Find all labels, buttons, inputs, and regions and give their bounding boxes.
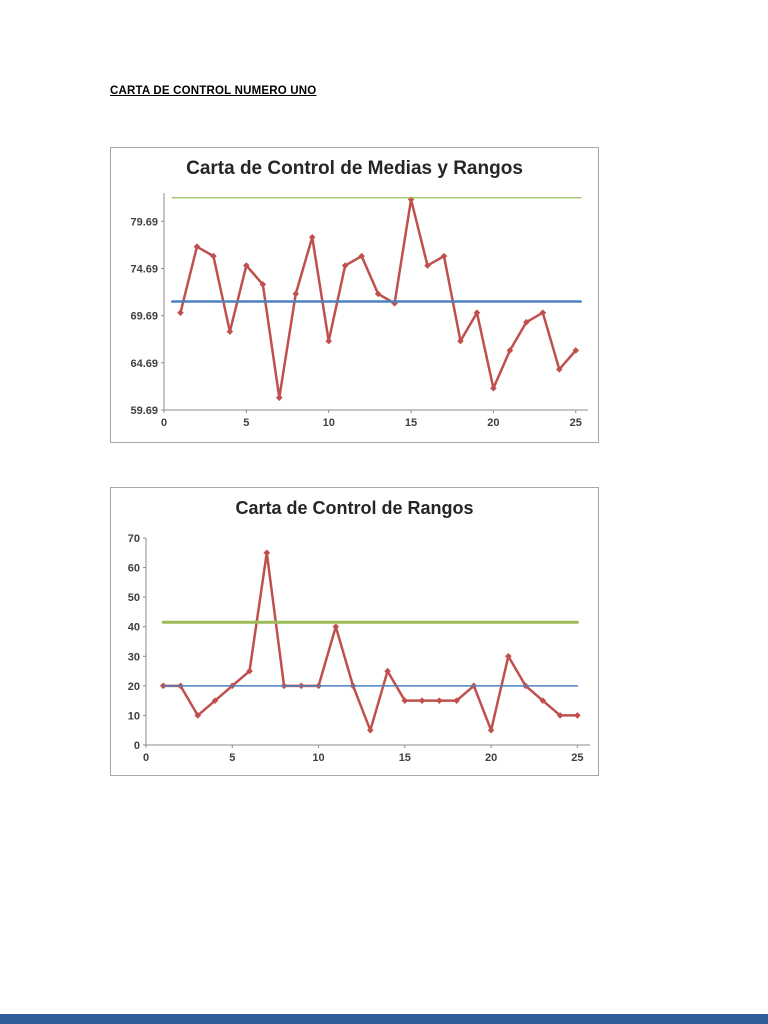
svg-text:10: 10: [312, 752, 324, 764]
svg-text:79.69: 79.69: [130, 216, 158, 228]
svg-text:0: 0: [161, 417, 167, 429]
svg-text:70: 70: [128, 533, 140, 545]
svg-text:60: 60: [128, 563, 140, 575]
svg-text:64.69: 64.69: [130, 358, 158, 370]
svg-text:25: 25: [571, 752, 583, 764]
svg-text:0: 0: [134, 740, 140, 752]
viewer-bottom-bar: [0, 1014, 768, 1024]
svg-text:10: 10: [323, 417, 335, 429]
chart-title-rangos: Carta de Control de Rangos: [235, 498, 474, 518]
chart-title-medias: Carta de Control de Medias y Rangos: [186, 158, 523, 179]
svg-text:15: 15: [399, 752, 411, 764]
svg-text:40: 40: [128, 622, 140, 634]
svg-text:20: 20: [128, 681, 140, 693]
svg-text:5: 5: [243, 417, 249, 429]
svg-text:15: 15: [405, 417, 417, 429]
svg-text:69.69: 69.69: [130, 311, 158, 323]
svg-text:50: 50: [128, 592, 140, 604]
svg-text:0: 0: [143, 752, 149, 764]
chart-rangos: Carta de Control de Rangos 0 10 20 30 40 50 60…: [110, 487, 599, 776]
page-title: CARTA DE CONTROL NUMERO UNO: [110, 85, 317, 97]
svg-text:20: 20: [485, 752, 497, 764]
chart-medias-y-rangos: Carta de Control de Medias y Rangos 59.6…: [110, 147, 599, 443]
svg-text:59.69: 59.69: [130, 405, 158, 417]
svg-text:30: 30: [128, 651, 140, 663]
svg-text:5: 5: [229, 752, 235, 764]
svg-text:20: 20: [487, 417, 499, 429]
svg-text:25: 25: [570, 417, 582, 429]
chart-plot-medias: 59.69 64.69 69.69 74.69 79.69 0 5 10 15 20 25: [130, 193, 588, 429]
chart-plot-rangos: 0 10 20 30 40 50 60 70 0 5 10 15 20 25: [128, 533, 590, 764]
svg-text:74.69: 74.69: [130, 263, 158, 275]
svg-text:10: 10: [128, 710, 140, 722]
